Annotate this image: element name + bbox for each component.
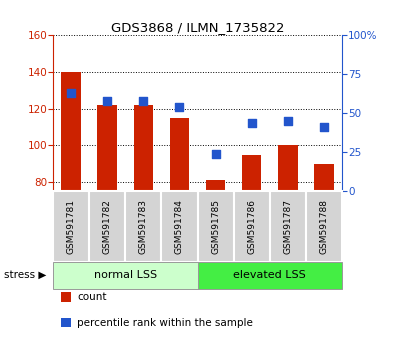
Bar	[270, 191, 306, 262]
Bar	[233, 191, 270, 262]
Title: GDS3868 / ILMN_1735822: GDS3868 / ILMN_1735822	[111, 21, 284, 34]
Bar	[306, 191, 342, 262]
Point	[284, 118, 291, 124]
Text: GSM591784: GSM591784	[175, 199, 184, 254]
Bar	[126, 191, 162, 262]
Bar	[62, 72, 81, 191]
Point	[176, 104, 182, 110]
Bar	[134, 105, 153, 191]
Text: normal LSS: normal LSS	[94, 270, 157, 280]
Bar	[198, 262, 342, 289]
Bar	[89, 191, 126, 262]
Point	[104, 98, 111, 104]
Text: GSM591782: GSM591782	[103, 199, 112, 254]
Point	[320, 125, 327, 130]
Text: GSM591783: GSM591783	[139, 199, 148, 254]
Text: GSM591781: GSM591781	[67, 199, 76, 254]
Bar	[314, 164, 333, 191]
Text: GSM591785: GSM591785	[211, 199, 220, 254]
Bar	[162, 191, 198, 262]
Point	[140, 98, 147, 104]
Text: GSM591788: GSM591788	[319, 199, 328, 254]
Point	[213, 151, 219, 156]
Text: elevated LSS: elevated LSS	[233, 270, 306, 280]
Bar	[53, 262, 198, 289]
Text: percentile rank within the sample: percentile rank within the sample	[77, 318, 253, 327]
Bar	[98, 105, 117, 191]
Point	[248, 120, 255, 125]
Text: stress ▶: stress ▶	[4, 270, 46, 280]
Bar	[242, 154, 261, 191]
Bar	[278, 145, 297, 191]
Text: GSM591786: GSM591786	[247, 199, 256, 254]
Bar	[169, 118, 189, 191]
Bar	[198, 191, 233, 262]
Text: GSM591787: GSM591787	[283, 199, 292, 254]
Point	[68, 90, 75, 96]
Bar	[206, 180, 226, 191]
Bar	[53, 191, 89, 262]
Text: count: count	[77, 292, 107, 302]
